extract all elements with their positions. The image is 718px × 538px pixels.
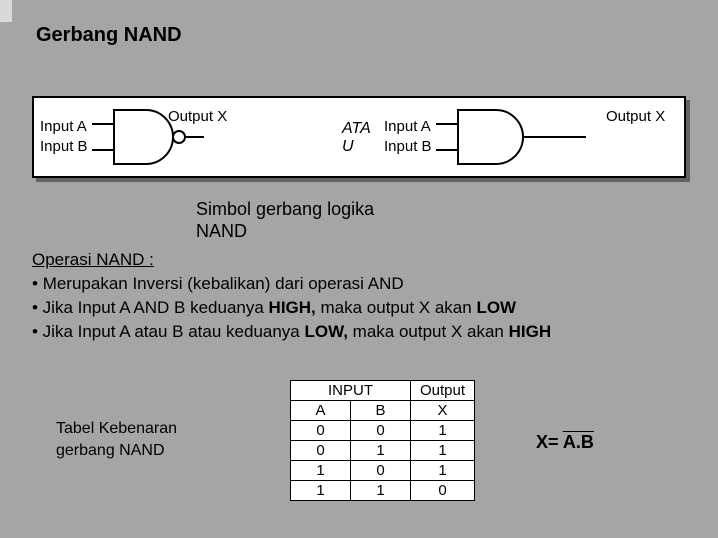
th-a: A	[291, 401, 351, 421]
input-a-label: Input A	[40, 117, 88, 137]
table-row: 1 1 0	[291, 481, 475, 501]
nand-gate-right: Input A Input B Output X	[384, 106, 586, 168]
ops-bullet: • Jika Input A AND B keduanya HIGH, maka…	[32, 296, 551, 320]
table-row: 1 0 1	[291, 461, 475, 481]
ops-bullet: • Merupakan Inversi (kebalikan) dari ope…	[32, 272, 551, 296]
gate-inputs-right: Input A Input B	[384, 117, 432, 157]
and-gate-symbol	[436, 106, 586, 168]
gate-symbol-panel: Input A Input B Output X ATA U Input A I…	[32, 96, 686, 178]
table-row: INPUT Output	[291, 381, 475, 401]
th-input: INPUT	[291, 381, 411, 401]
divider-text: ATA U	[342, 120, 371, 156]
eq-bar: A.B	[563, 430, 594, 452]
operation-description: Operasi NAND : • Merupakan Inversi (keba…	[32, 248, 551, 344]
table-row: 0 0 1	[291, 421, 475, 441]
input-b-label: Input B	[40, 137, 88, 157]
table-row: 0 1 1	[291, 441, 475, 461]
ops-heading: Operasi NAND :	[32, 248, 551, 272]
nand-gate-left: Input A Input B Output X	[40, 106, 204, 168]
boolean-equation: X= A.B	[536, 432, 594, 453]
gate-inputs-left: Input A Input B	[40, 117, 88, 157]
accent-bar	[0, 0, 12, 22]
eq-prefix: X=	[536, 432, 563, 452]
input-a-label-r: Input A	[384, 117, 432, 137]
output-x-label-left: Output X	[168, 108, 227, 125]
th-b: B	[351, 401, 411, 421]
truth-table-label: Tabel Kebenaran gerbang NAND	[56, 418, 177, 462]
output-x-label-right: Output X	[606, 108, 665, 125]
input-b-label-r: Input B	[384, 137, 432, 157]
th-x: X	[411, 401, 475, 421]
table-row: A B X	[291, 401, 475, 421]
truth-table: INPUT Output A B X 0 0 1 0 1 1 1 0 1 1 1…	[290, 380, 475, 501]
symbol-caption: Simbol gerbang logika NAND	[196, 198, 374, 242]
page-title: Gerbang NAND	[36, 24, 182, 47]
ops-bullet: • Jika Input A atau B atau keduanya LOW,…	[32, 320, 551, 344]
th-output: Output	[411, 381, 475, 401]
